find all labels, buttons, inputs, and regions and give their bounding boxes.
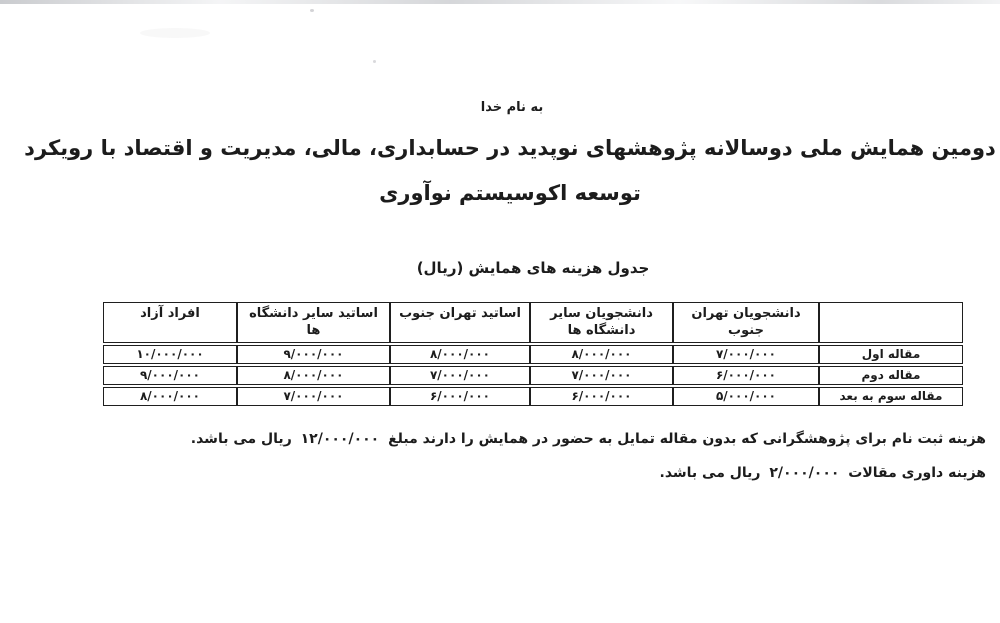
table-row-first-article: مقاله اول ۷/۰۰۰/۰۰۰ ۸/۰۰۰/۰۰۰ ۸/۰۰۰/۰۰۰ … xyxy=(103,345,963,364)
fee-cell: ۷/۰۰۰/۰۰۰ xyxy=(673,345,819,364)
amount-text: ۲/۰۰۰/۰۰۰ xyxy=(769,465,840,481)
fee-cell: ۷/۰۰۰/۰۰۰ xyxy=(237,387,390,406)
fee-cell: ۱۰/۰۰۰/۰۰۰ xyxy=(103,345,237,364)
fee-cell: ۶/۰۰۰/۰۰۰ xyxy=(530,387,673,406)
row-label: مقاله سوم به بعد xyxy=(819,387,963,406)
title-line-1: دومین همایش ملی دوسالانه پژوهشهای نوپدید… xyxy=(24,136,996,160)
header-cell-students-other-universities: دانشجویان سایر دانشگاه ها xyxy=(530,302,673,343)
table-row-second-article: مقاله دوم ۶/۰۰۰/۰۰۰ ۷/۰۰۰/۰۰۰ ۷/۰۰۰/۰۰۰ … xyxy=(103,366,963,385)
conference-title: دومین همایش ملی دوسالانه پژوهشهای نوپدید… xyxy=(20,126,1000,216)
note-registration-fee: هزینه ثبت نام برای پژوهشگرانی که بدون مق… xyxy=(191,431,986,447)
scan-edge-artifact xyxy=(0,0,1000,4)
note-text: ریال می باشد. xyxy=(659,465,761,481)
fee-cell: ۹/۰۰۰/۰۰۰ xyxy=(237,345,390,364)
fees-table-container: دانشجویان تهران جنوب دانشجویان سایر دانش… xyxy=(103,300,963,408)
title-line-2: توسعه اکوسیستم نوآوری xyxy=(379,181,641,205)
fee-cell: ۸/۰۰۰/۰۰۰ xyxy=(530,345,673,364)
note-text: هزینه ثبت نام برای پژوهشگرانی که بدون مق… xyxy=(388,431,986,447)
scan-speck xyxy=(373,60,376,63)
fee-cell: ۸/۰۰۰/۰۰۰ xyxy=(103,387,237,406)
fee-cell: ۶/۰۰۰/۰۰۰ xyxy=(673,366,819,385)
header-cell-independent-individuals: افراد آزاد xyxy=(103,302,237,343)
fee-cell: ۷/۰۰۰/۰۰۰ xyxy=(390,366,530,385)
fee-cell: ۸/۰۰۰/۰۰۰ xyxy=(237,366,390,385)
header-cell-students-tehran-south: دانشجویان تهران جنوب xyxy=(673,302,819,343)
header-cell-professors-other-universities: اساتید سایر دانشگاه ها xyxy=(237,302,390,343)
scan-speck xyxy=(310,9,314,12)
note-text: ریال می باشد. xyxy=(190,431,292,447)
note-review-fee: هزینه داوری مقالات ۲/۰۰۰/۰۰۰ ریال می باش… xyxy=(660,465,987,481)
header-cell-row-labels xyxy=(819,302,963,343)
header-cell-professors-tehran-south: اساتید تهران جنوب xyxy=(390,302,530,343)
amount-text: ۱۲/۰۰۰/۰۰۰ xyxy=(300,431,380,447)
fee-cell: ۸/۰۰۰/۰۰۰ xyxy=(390,345,530,364)
fee-cell: ۹/۰۰۰/۰۰۰ xyxy=(103,366,237,385)
row-label: مقاله اول xyxy=(819,345,963,364)
scan-smudge xyxy=(140,28,210,38)
fees-table: دانشجویان تهران جنوب دانشجویان سایر دانش… xyxy=(103,300,963,408)
fee-cell: ۶/۰۰۰/۰۰۰ xyxy=(390,387,530,406)
note-text: هزینه داوری مقالات xyxy=(848,465,986,481)
table-caption: جدول هزینه های همایش (ریال) xyxy=(416,259,650,277)
bismillah-text: به نام خدا xyxy=(480,100,544,115)
header-row: دانشجویان تهران جنوب دانشجویان سایر دانش… xyxy=(103,302,963,343)
row-label: مقاله دوم xyxy=(819,366,963,385)
fee-cell: ۵/۰۰۰/۰۰۰ xyxy=(673,387,819,406)
fee-cell: ۷/۰۰۰/۰۰۰ xyxy=(530,366,673,385)
table-row-third-article-onward: مقاله سوم به بعد ۵/۰۰۰/۰۰۰ ۶/۰۰۰/۰۰۰ ۶/۰… xyxy=(103,387,963,406)
